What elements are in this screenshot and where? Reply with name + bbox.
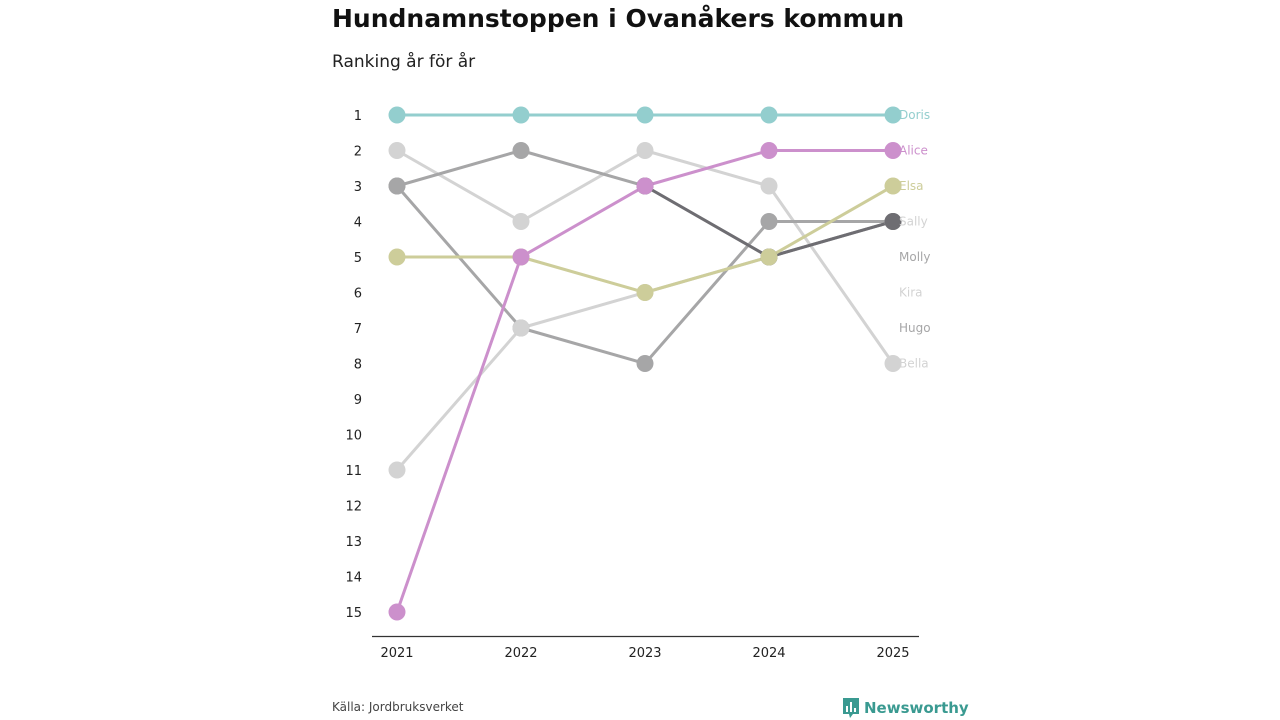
y-tick-label: 9 (354, 393, 362, 408)
brand-logo: Newsworthy (842, 697, 969, 719)
chart-title: Hundnamnstoppen i Ovanåkers kommun (332, 4, 905, 33)
series-line-elsa (395, 184, 895, 294)
end-label-alice: Alice (899, 144, 928, 158)
y-tick-label: 8 (354, 358, 362, 373)
point-kira-2021 (388, 461, 406, 479)
end-label-hugo: Hugo (899, 321, 931, 335)
y-tick-label: 3 (354, 180, 362, 195)
series-line-molly (395, 149, 895, 259)
point-alice-2021 (388, 603, 406, 621)
x-tick-label: 2025 (876, 646, 909, 661)
end-label-kira: Kira (899, 286, 923, 300)
y-tick-label: 6 (354, 287, 362, 302)
end-label-sally: Sally (899, 215, 928, 229)
point-elsa-2023 (636, 284, 654, 301)
point-alice-2024 (760, 142, 778, 159)
source-note: Källa: Jordbruksverket (332, 700, 464, 714)
x-tick-label: 2023 (628, 646, 661, 661)
newsworthy-logo-icon (843, 698, 859, 718)
y-tick-label: 2 (354, 145, 362, 160)
point-kira-2022 (512, 319, 530, 337)
point-elsa-2025 (884, 177, 902, 195)
brand-name: Newsworthy (864, 699, 969, 717)
y-tick-label: 15 (345, 606, 362, 621)
series-line-alice (395, 149, 895, 614)
point-doris-2023 (636, 106, 654, 124)
x-tick-label: 2024 (752, 646, 785, 661)
end-label-elsa: Elsa (899, 179, 924, 193)
point-bella-2021 (388, 142, 406, 159)
y-tick-label: 10 (345, 429, 362, 444)
end-label-bella: Bella (899, 357, 929, 371)
y-tick-label: 12 (345, 500, 362, 515)
point-molly-2022 (512, 142, 530, 159)
point-alice-2022 (512, 248, 530, 266)
point-bella-2024 (760, 177, 778, 195)
point-doris-2022 (512, 106, 530, 124)
series-points (388, 106, 902, 621)
chart-subtitle: Ranking år för år (332, 52, 476, 72)
end-label-molly: Molly (899, 250, 930, 264)
point-hugo-2023 (636, 355, 654, 372)
point-elsa-2024 (760, 248, 778, 266)
end-label-doris: Doris (899, 108, 930, 122)
y-tick-label: 4 (354, 216, 362, 231)
series-line-hugo (395, 184, 895, 365)
point-doris-2024 (760, 106, 778, 124)
point-doris-2025 (884, 106, 902, 124)
point-doris-2021 (388, 106, 406, 124)
x-tick-label: 2022 (504, 646, 537, 661)
y-tick-label: 1 (354, 109, 362, 124)
point-molly-2021 (388, 177, 406, 195)
end-labels: Doris Alice Elsa Sally Molly Kira Hugo Bella (899, 108, 931, 371)
y-tick-label: 14 (345, 571, 362, 586)
point-hugo-2024 (760, 213, 778, 230)
point-alice-2023 (636, 177, 654, 195)
y-tick-label: 11 (345, 464, 362, 479)
point-alice-2025 (884, 142, 902, 159)
point-elsa-2021 (388, 248, 406, 266)
y-tick-label: 13 (345, 535, 362, 550)
x-axis-ticks: 2021 2022 2023 2024 2025 (380, 646, 909, 661)
point-bella-2023 (636, 142, 654, 159)
point-sally-2025 (884, 213, 902, 230)
x-tick-label: 2021 (380, 646, 413, 661)
y-tick-label: 7 (354, 322, 362, 337)
point-bella-2025 (884, 355, 902, 372)
point-bella-2022 (512, 213, 530, 230)
y-tick-label: 5 (354, 251, 362, 266)
